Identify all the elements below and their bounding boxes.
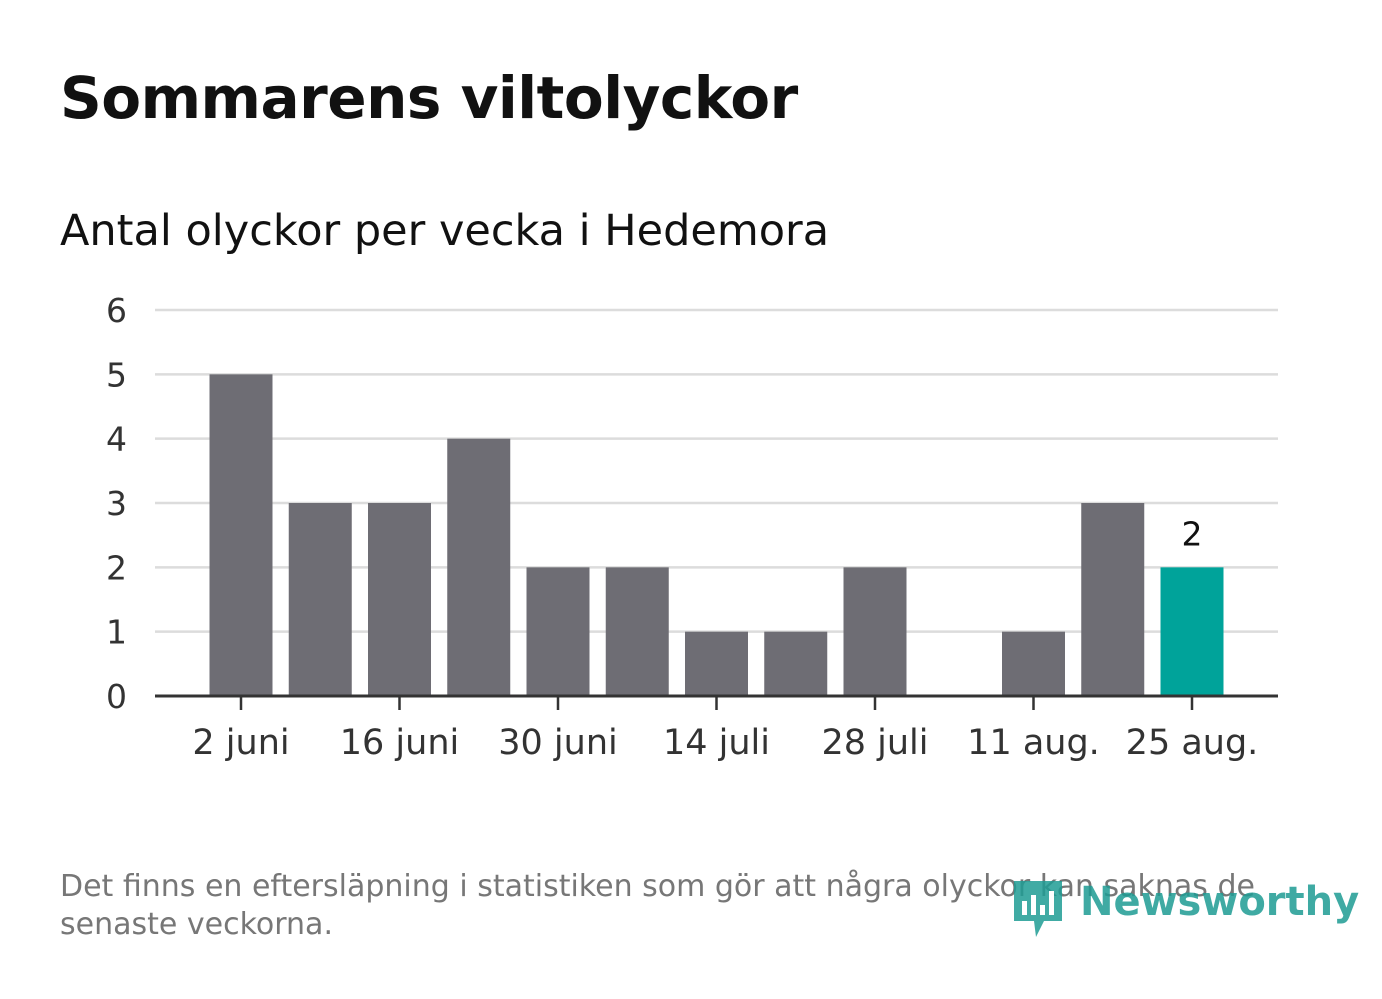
bar-5 <box>605 567 669 696</box>
bar-3 <box>447 438 511 696</box>
y-tick-label-6: 6 <box>106 291 127 330</box>
bar-7 <box>764 631 828 696</box>
x-tick-label-8: 28 juli <box>821 723 928 763</box>
x-tick-label-0: 2 juni <box>192 723 289 763</box>
chart-subtitle: Antal olyckor per vecka i Hedemora <box>60 206 830 256</box>
bar-4 <box>526 567 590 696</box>
bar-2 <box>368 503 431 696</box>
y-tick-label-4: 4 <box>106 420 127 459</box>
brand-name: Newsworthy <box>1080 879 1360 925</box>
bar-10 <box>1002 631 1065 696</box>
y-tick-label-2: 2 <box>106 548 127 587</box>
newsworthy-logo-icon <box>1014 881 1062 937</box>
x-tick-label-10: 11 aug. <box>967 723 1100 763</box>
y-tick-label-1: 1 <box>106 613 127 652</box>
chart-title: Sommarens viltolyckor <box>60 64 798 132</box>
x-axis <box>155 694 1278 710</box>
brand-logo: Newsworthy <box>1010 875 1359 941</box>
x-tick-label-2: 16 juni <box>340 723 459 763</box>
bar-12 <box>1160 567 1224 696</box>
bar-chart: 0 1 2 3 4 5 6 2 2 juni 16 juni 30 juni 14 juli 28 ju… <box>106 291 1278 763</box>
data-label-12: 2 <box>1182 514 1203 553</box>
bars <box>209 374 1224 696</box>
bar-11 <box>1081 503 1145 696</box>
bar-1 <box>288 503 352 696</box>
y-tick-label-3: 3 <box>106 484 127 523</box>
x-tick-label-12: 25 aug. <box>1126 723 1259 763</box>
y-tick-label-5: 5 <box>106 355 127 394</box>
x-tick-label-4: 30 juni <box>498 723 617 763</box>
x-tick-label-6: 14 juli <box>663 723 770 763</box>
bar-0 <box>209 374 273 696</box>
bar-8 <box>843 567 907 696</box>
bar-6 <box>685 631 748 696</box>
y-tick-label-0: 0 <box>106 677 127 716</box>
tick-labels: 0 1 2 3 4 5 6 2 2 juni 16 juni 30 juni 14 juli 28 ju… <box>106 291 1258 763</box>
